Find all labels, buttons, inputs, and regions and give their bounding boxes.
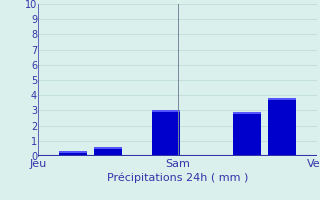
X-axis label: Précipitations 24h ( mm ): Précipitations 24h ( mm ) <box>107 173 248 183</box>
Bar <box>59 151 87 153</box>
Bar <box>233 112 261 114</box>
Bar <box>233 112 261 156</box>
Bar <box>268 98 296 100</box>
Bar <box>268 98 296 156</box>
Bar <box>152 110 180 112</box>
Bar <box>59 151 87 156</box>
Bar <box>94 147 122 156</box>
Bar <box>152 110 180 156</box>
Bar <box>94 147 122 149</box>
